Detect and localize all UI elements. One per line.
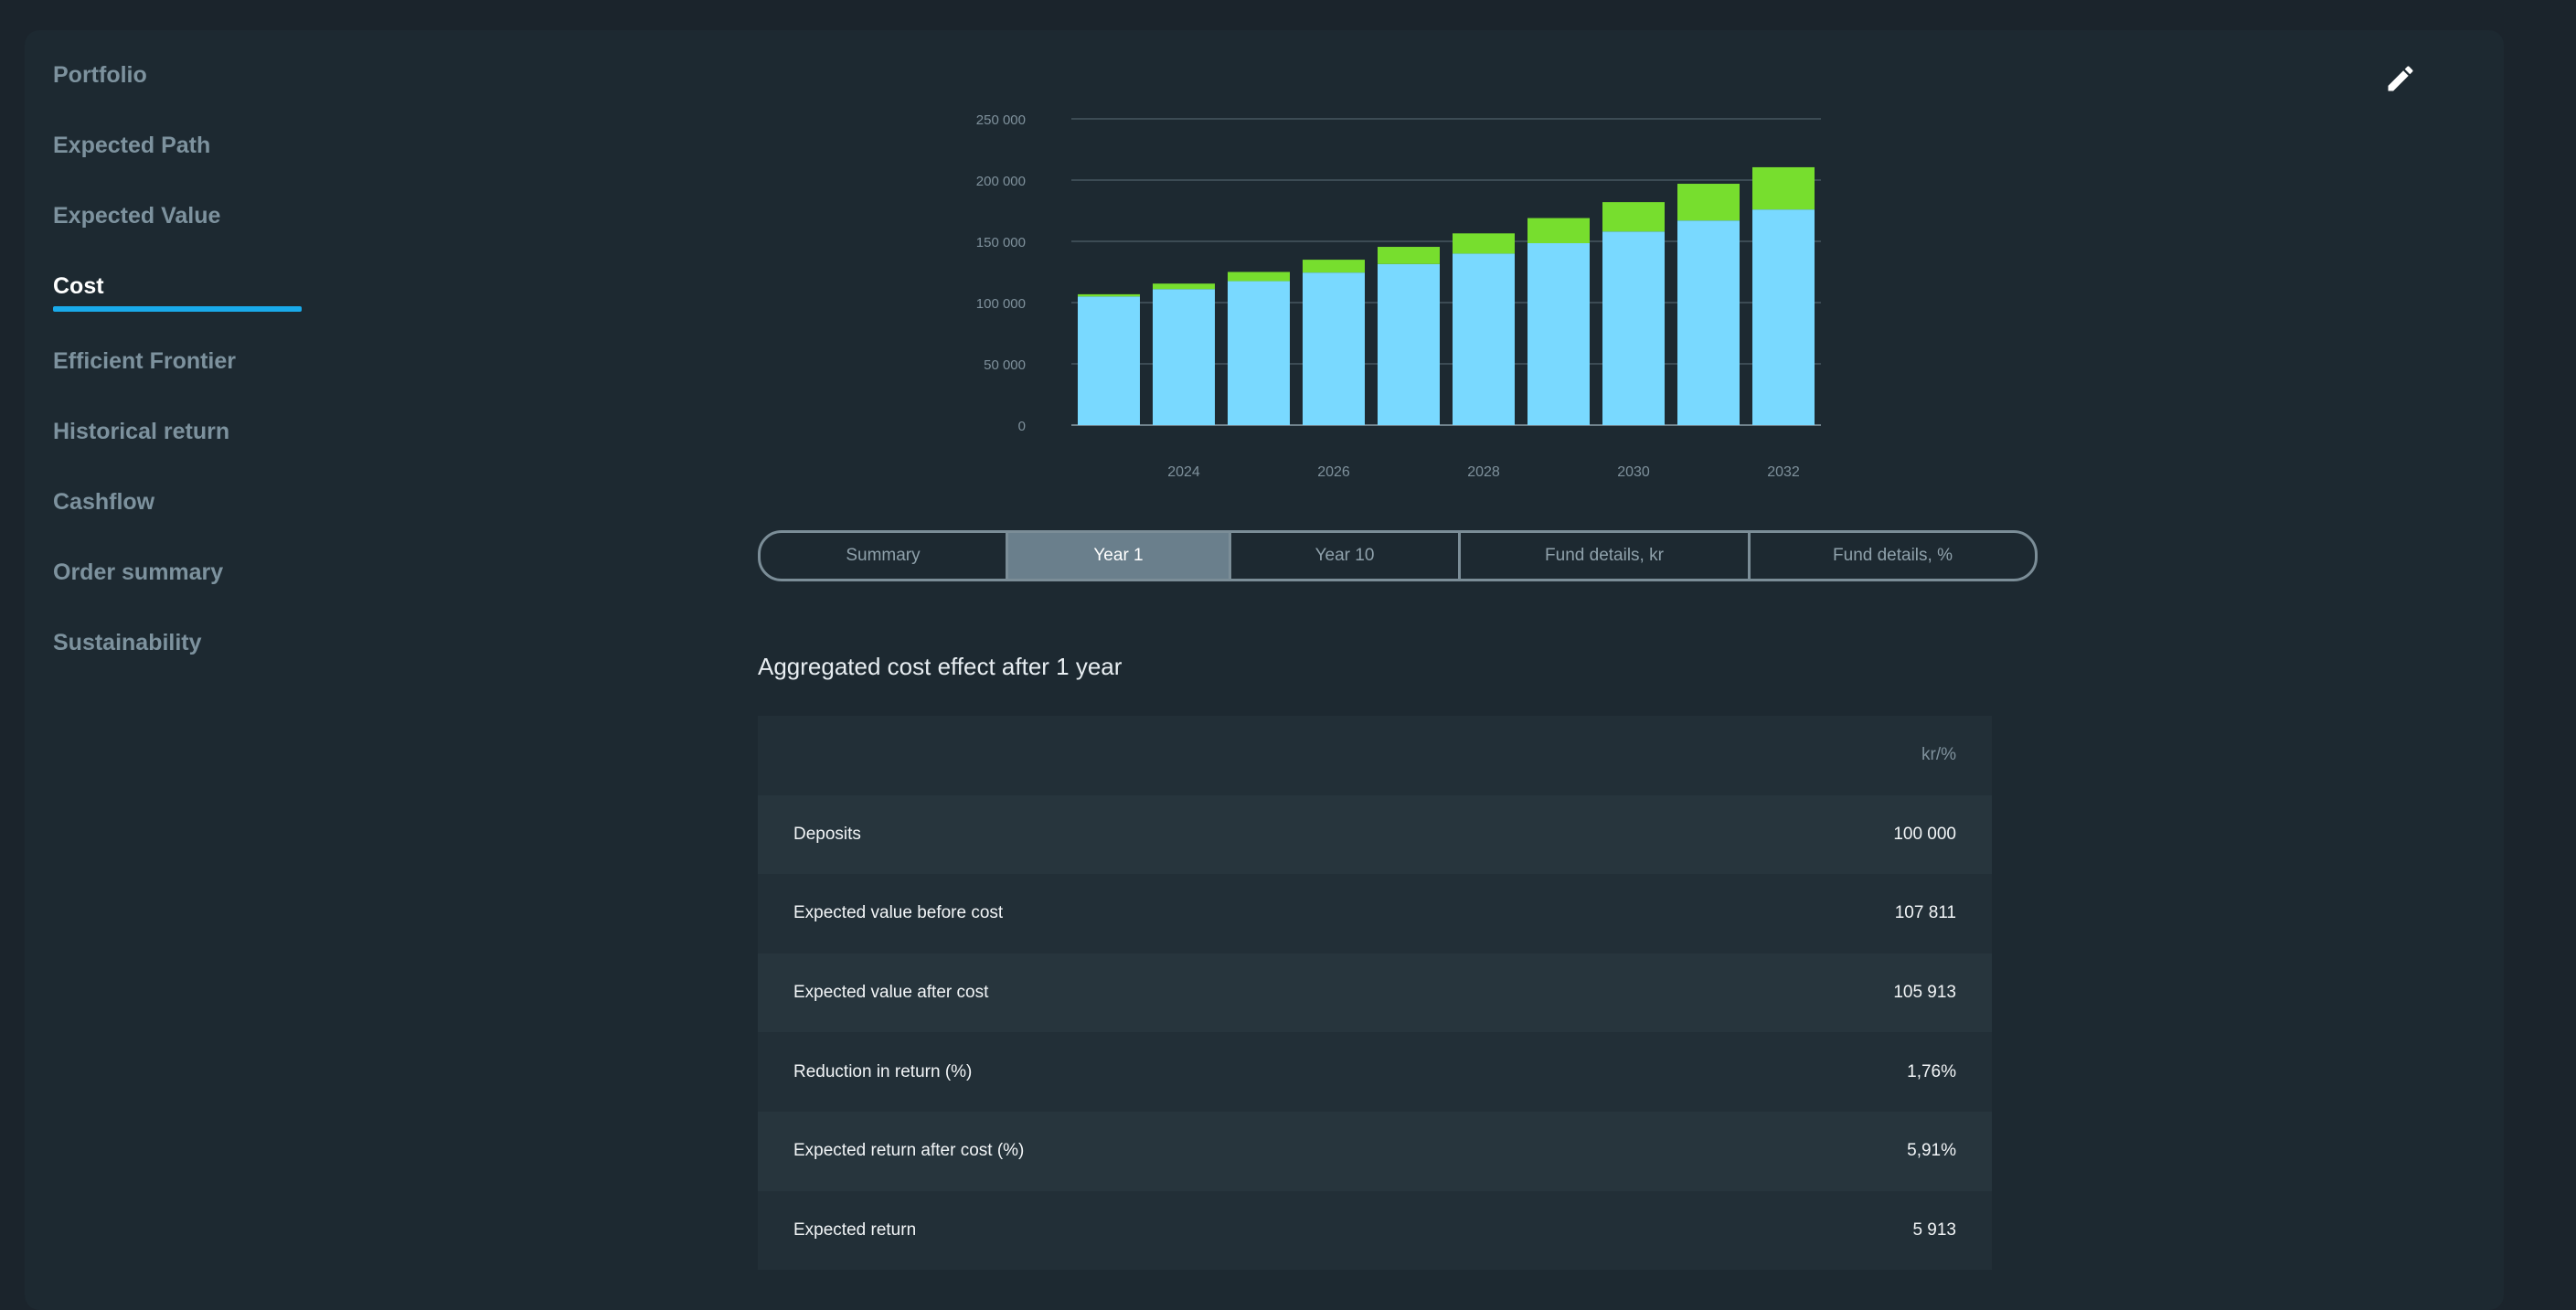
row-label: Deposits	[793, 824, 861, 844]
bar-value-after-cost	[1528, 243, 1590, 425]
row-value: 5 913	[1912, 1219, 1956, 1240]
bar-cost-segment	[1602, 202, 1665, 232]
y-tick-label: 200 000	[976, 174, 1026, 189]
tab-fund-details-percent[interactable]: Fund details, %	[1748, 533, 2035, 579]
sidebar-item-efficient-frontier[interactable]: Efficient Frontier	[53, 348, 237, 374]
bar-cost-segment	[1303, 260, 1365, 273]
row-label: Expected value before cost	[793, 903, 1004, 923]
x-tick-label: 2030	[1617, 464, 1650, 480]
cost-bar-chart: 0 50 000 100 000 150 000 200 000 250 000 2024 2…	[976, 112, 1821, 480]
bar-value-after-cost	[1677, 220, 1740, 425]
tab-summary[interactable]: Summary	[846, 546, 921, 565]
tab-year-10[interactable]: Year 10	[1229, 533, 1458, 579]
row-value: 100 000	[1893, 824, 1956, 844]
cost-view-tabs: Summary Year 1 Year 10 Fund details, kr …	[758, 530, 2038, 581]
bar-value-after-cost	[1153, 289, 1215, 425]
row-label: Expected return after cost (%)	[793, 1141, 1025, 1161]
bar-cost-segment	[1752, 166, 1815, 210]
bar-value-after-cost	[1752, 209, 1815, 425]
bar-value-after-cost	[1303, 272, 1365, 425]
y-tick-label: 50 000	[984, 357, 1026, 373]
sidebar-item-historical-return[interactable]: Historical return	[53, 419, 230, 444]
row-value: 1,76%	[1907, 1061, 1956, 1081]
x-tick-label: 2032	[1767, 464, 1800, 480]
sidebar-item-cashflow[interactable]: Cashflow	[53, 489, 155, 515]
bar-value-after-cost	[1602, 231, 1665, 425]
sidebar-item-cost[interactable]: Cost	[53, 273, 104, 299]
sidebar-nav: Portfolio Expected Path Expected Value C…	[53, 55, 327, 693]
bar-value-after-cost	[1228, 281, 1290, 425]
bar-value-after-cost	[1453, 253, 1515, 425]
bar-cost-segment	[1677, 184, 1740, 221]
y-tick-label: 250 000	[976, 112, 1026, 128]
bar-cost-segment	[1228, 272, 1290, 282]
bar-cost-segment	[1153, 283, 1215, 290]
bar-cost-segment	[1528, 218, 1590, 244]
y-tick-label: 0	[1018, 419, 1026, 434]
tab-year-1[interactable]: Year 1	[1006, 533, 1229, 579]
tab-fund-details-kr[interactable]: Fund details, kr	[1458, 533, 1748, 579]
active-tab-indicator	[53, 306, 302, 312]
table-row: Expected return 5 913	[758, 1190, 1992, 1271]
sidebar-item-expected-path[interactable]: Expected Path	[53, 133, 211, 158]
pencil-icon[interactable]	[2384, 62, 2417, 95]
row-label: Reduction in return (%)	[793, 1061, 973, 1081]
x-tick-label: 2026	[1317, 464, 1350, 480]
row-value: 107 811	[1894, 903, 1956, 923]
y-tick-label: 150 000	[976, 235, 1026, 250]
x-tick-label: 2028	[1467, 464, 1500, 480]
table-row: Expected value before cost 107 811	[758, 874, 1992, 953]
table-row: Expected value after cost 105 913	[758, 953, 1992, 1033]
y-tick-label: 100 000	[976, 296, 1026, 312]
table-row: Expected return after cost (%) 5,91%	[758, 1111, 1992, 1191]
section-title: Aggregated cost effect after 1 year	[758, 653, 1123, 680]
table-row: Reduction in return (%) 1,76%	[758, 1032, 1992, 1112]
table-row: Deposits 100 000	[758, 794, 1992, 875]
table-header: kr/%	[758, 716, 1992, 795]
unit-header: kr/%	[1921, 745, 1956, 765]
row-value: 105 913	[1893, 983, 1956, 1003]
row-value: 5,91%	[1907, 1141, 1956, 1161]
bar-value-after-cost	[1078, 296, 1140, 425]
sidebar-item-order-summary[interactable]: Order summary	[53, 559, 224, 585]
sidebar-item-sustainability[interactable]: Sustainability	[53, 630, 202, 655]
bar-cost-segment	[1078, 293, 1140, 297]
bar-cost-segment	[1453, 233, 1515, 254]
x-tick-label: 2024	[1167, 464, 1200, 480]
bar-cost-segment	[1378, 247, 1440, 264]
sidebar-item-expected-value[interactable]: Expected Value	[53, 203, 221, 229]
bar-value-after-cost	[1378, 263, 1440, 425]
cost-table: kr/% Deposits 100 000 Expected value bef…	[758, 716, 1992, 1271]
sidebar-item-portfolio[interactable]: Portfolio	[53, 62, 147, 88]
row-label: Expected value after cost	[793, 983, 989, 1003]
row-label: Expected return	[793, 1219, 917, 1240]
